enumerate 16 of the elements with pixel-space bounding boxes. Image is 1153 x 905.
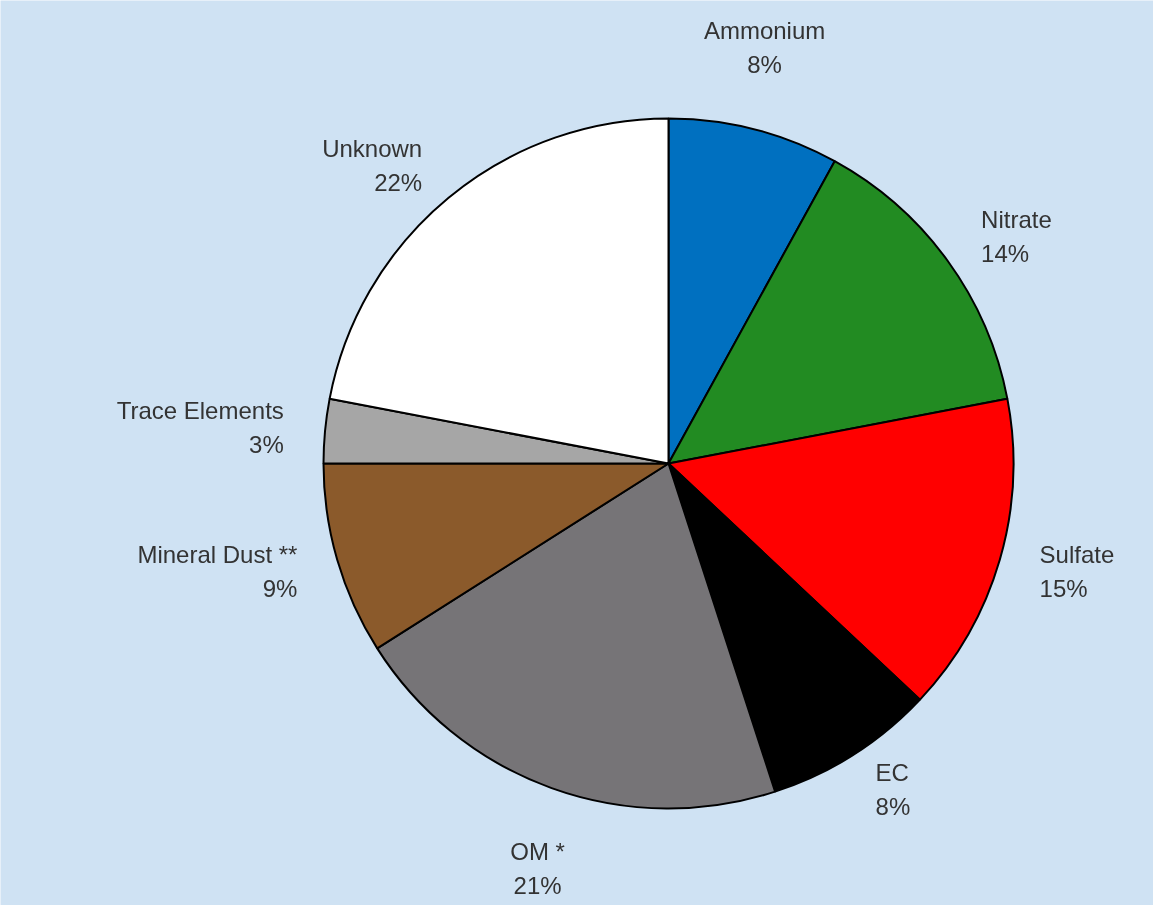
data-label: 22%	[374, 169, 423, 197]
slice-label: Trace Elements	[116, 396, 284, 424]
data-label: 8%	[747, 51, 782, 79]
slice-label: Nitrate	[981, 206, 1052, 233]
data-label: 8%	[875, 793, 911, 821]
slice-label: Mineral Dust **	[137, 540, 298, 568]
slice-label: OM *	[510, 838, 565, 866]
data-label: 3%	[249, 430, 284, 458]
data-label: 14%	[981, 239, 1030, 267]
data-label: 9%	[262, 574, 298, 602]
data-label: 21%	[513, 871, 562, 899]
data-label: 15%	[1039, 574, 1088, 602]
slice-label: Ammonium	[703, 17, 826, 45]
slice-label: Unknown	[322, 135, 423, 163]
slice-label: EC	[875, 759, 909, 787]
slice-label: Sulfate	[1039, 540, 1115, 568]
